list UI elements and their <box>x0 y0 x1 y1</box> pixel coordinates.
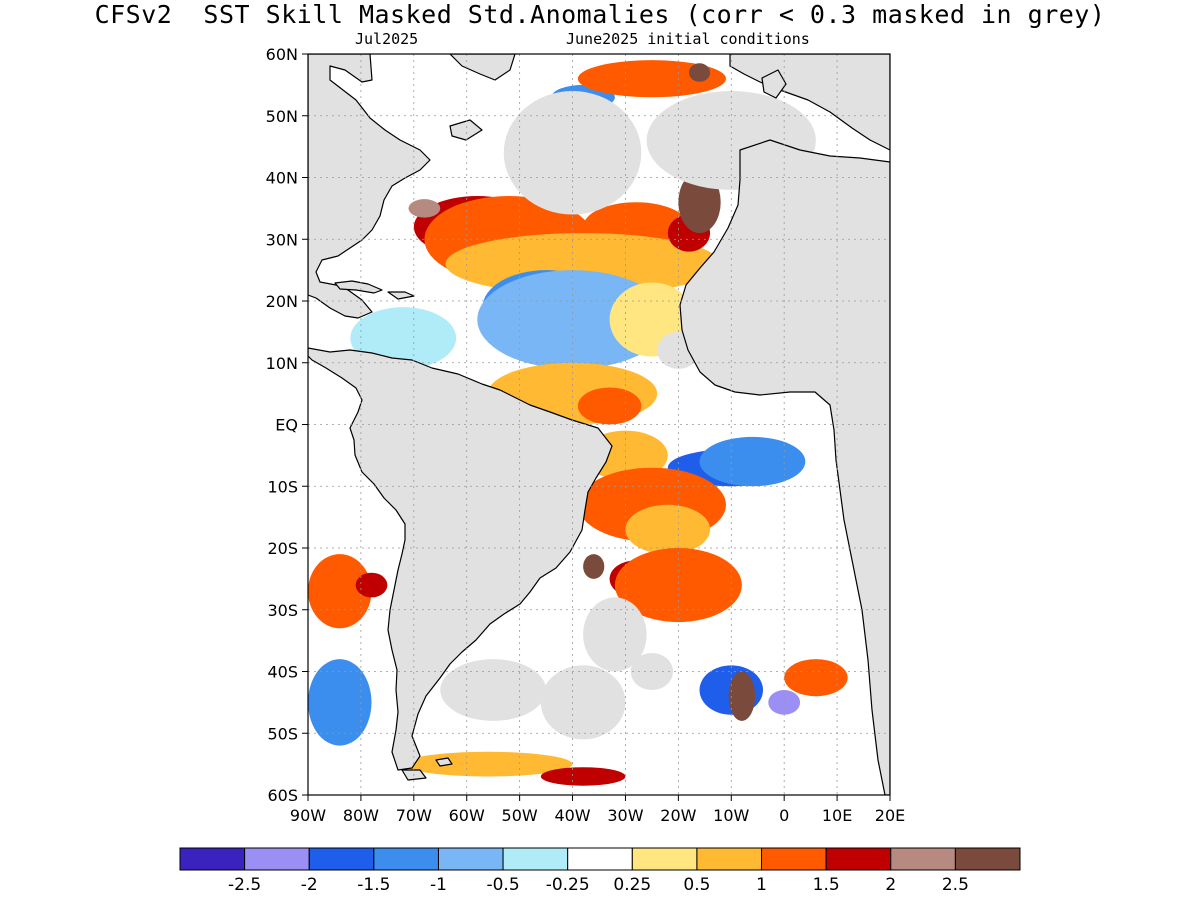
colorbar-label: 2 <box>885 875 896 895</box>
lon-tick-label: 70W <box>396 806 432 825</box>
lon-tick-label: 10W <box>713 806 749 825</box>
anomaly-region-12 <box>577 387 642 425</box>
anomaly-region-10 <box>350 307 457 369</box>
valid-month-label: Jul2025 <box>355 30 419 48</box>
lon-tick-label: 30W <box>607 806 643 825</box>
lon-tick-label: 50W <box>502 806 538 825</box>
lat-tick-label: 30N <box>266 230 298 249</box>
colorbar-label: -2.5 <box>228 875 261 895</box>
north-america-landmass <box>308 54 431 319</box>
map-plot-area <box>308 54 890 795</box>
colorbar-label: -1.5 <box>357 875 390 895</box>
lon-tick-label: 80W <box>343 806 379 825</box>
colorbar-label: 0.5 <box>683 875 710 895</box>
lat-tick-label: 40N <box>266 169 298 188</box>
colorbar-label: 2.5 <box>942 875 969 895</box>
anomaly-region-24 <box>728 671 756 721</box>
lon-tick-label: 40W <box>554 806 590 825</box>
anomaly-region-31 <box>540 767 626 786</box>
anomaly-region-27 <box>308 659 372 746</box>
lon-tick-label: 10E <box>822 806 852 825</box>
anomaly-region-16 <box>699 436 806 487</box>
colorbar-swatch <box>825 847 892 871</box>
colorbar-swatch <box>308 847 375 871</box>
latitude-axis: 60N 50N 40N 30N 20N 10N EQ 10S 20S 30S 40S 50S 60S <box>266 45 308 805</box>
skill-mask-region-0 <box>503 91 642 215</box>
longitude-axis: 90W 80W 70W 60W 50W 40W 30W 20W 10W 0 10E 20E <box>290 795 905 825</box>
colorbar-swatch <box>696 847 763 871</box>
anomaly-region-2 <box>408 199 441 218</box>
anomaly-region-28 <box>308 554 372 629</box>
falkland-islands <box>435 757 453 767</box>
lat-tick-label: 20S <box>267 539 298 558</box>
colorbar-label: -0.5 <box>486 875 519 895</box>
init-conditions-label: June2025 initial conditions <box>566 30 810 48</box>
lat-tick-label: 10S <box>267 477 298 496</box>
lat-tick-label: 60S <box>267 786 298 805</box>
lat-tick-label: 60N <box>266 45 298 64</box>
plot-title: CFSv2 SST Skill Masked Std.Anomalies (co… <box>94 0 1106 29</box>
lat-tick-label: 50N <box>266 107 298 126</box>
lat-tick-label: 10N <box>266 354 298 373</box>
colorbar-swatch <box>567 847 633 871</box>
greenland-landmass <box>449 54 516 81</box>
cuba-island <box>334 280 383 294</box>
africa-landmass <box>679 139 890 795</box>
skill-mask-region-3 <box>583 597 647 672</box>
skill-mask-region-4 <box>440 659 547 721</box>
colorbar-swatch <box>437 847 504 871</box>
colorbar-swatch <box>244 847 310 871</box>
colorbar-label: 0.25 <box>613 875 651 895</box>
lon-tick-label: 20W <box>660 806 696 825</box>
skill-mask-region-5 <box>540 665 626 740</box>
lon-tick-label: 20E <box>875 806 905 825</box>
grid-lines <box>308 54 890 795</box>
anomaly-region-29 <box>355 572 388 598</box>
colorbar-label: -0.25 <box>546 875 590 895</box>
colorbar-swatch <box>890 847 956 871</box>
colorbar-label: 1.5 <box>813 875 840 895</box>
colorbar-label: -2 <box>301 875 318 895</box>
anomaly-region-34 <box>688 63 711 82</box>
anomaly-region-18 <box>625 504 711 555</box>
lon-tick-label: 0 <box>779 806 789 825</box>
colorbar-swatch <box>631 847 698 871</box>
british-isles <box>761 69 787 99</box>
lat-tick-label: 20N <box>266 292 298 311</box>
colorbar-swatch <box>179 847 246 871</box>
lon-tick-label: 90W <box>290 806 326 825</box>
lat-tick-label: 50S <box>267 724 298 743</box>
anomaly-region-22 <box>583 554 605 579</box>
lat-tick-label: 40S <box>267 663 298 682</box>
colorbar-label: -1 <box>430 875 447 895</box>
colorbar: -2.5 -2 -1.5 -1 -0.5 -0.25 0.25 0.5 1 1.5 2 2.5 <box>179 847 1021 895</box>
colorbar-swatch <box>761 847 827 871</box>
anomaly-region-26 <box>784 659 848 697</box>
colorbar-swatch <box>954 847 1021 871</box>
land-layer <box>308 54 890 795</box>
anomaly-region-33 <box>577 60 726 98</box>
anomaly-region-21 <box>614 548 742 623</box>
lat-tick-label: EQ <box>275 416 298 435</box>
lat-tick-label: 30S <box>267 601 298 620</box>
colorbar-swatch <box>502 847 569 871</box>
lon-tick-label: 60W <box>449 806 485 825</box>
colorbar-label: 1 <box>756 875 767 895</box>
colorbar-swatch <box>373 847 439 871</box>
